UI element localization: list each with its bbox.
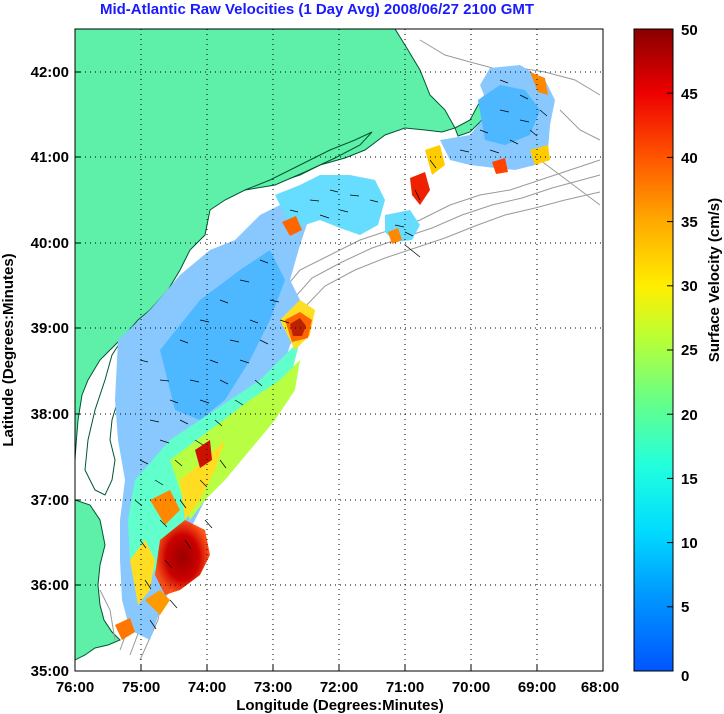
lat-tick-label: 37:00 bbox=[31, 492, 69, 509]
colorbar-tick-label: 50 bbox=[681, 22, 698, 39]
lat-tick-label: 35:00 bbox=[31, 663, 69, 680]
colorbar-tick-label: 10 bbox=[681, 535, 698, 552]
lon-tick-label: 71:00 bbox=[386, 679, 424, 696]
lon-tick-label: 76:00 bbox=[56, 679, 94, 696]
colorbar-ticks bbox=[667, 92, 673, 608]
lat-tick-label: 40:00 bbox=[31, 235, 69, 252]
land-mainland bbox=[75, 29, 456, 461]
colorbar-tick-label: 5 bbox=[681, 599, 689, 616]
lon-tick-label: 70:00 bbox=[452, 679, 490, 696]
lon-tick-label: 68:00 bbox=[581, 679, 619, 696]
colorbar-tick-label: 35 bbox=[681, 214, 698, 231]
velocity-field bbox=[115, 65, 555, 640]
lon-tick-label: 72:00 bbox=[320, 679, 358, 696]
lon-tick-label: 69:00 bbox=[518, 679, 556, 696]
lon-tick-label: 73:00 bbox=[254, 679, 292, 696]
map-grid bbox=[75, 29, 603, 671]
lon-tick-label: 74:00 bbox=[188, 679, 226, 696]
tick-marks bbox=[75, 71, 538, 671]
colorbar-tick-label: 30 bbox=[681, 278, 698, 295]
x-axis-label: Longitude (Degrees:Minutes) bbox=[236, 697, 444, 714]
lon-tick-label: 75:00 bbox=[122, 679, 160, 696]
lat-tick-label: 38:00 bbox=[31, 406, 69, 423]
land-long-island bbox=[244, 131, 373, 191]
colorbar-tick-label: 40 bbox=[681, 150, 698, 167]
colorbar-tick-label: 25 bbox=[681, 342, 698, 359]
y-axis-label: Latitude (Degrees:Minutes) bbox=[0, 253, 17, 446]
colorbar-tick-label: 15 bbox=[681, 471, 698, 488]
map-title: Mid-Atlantic Raw Velocities (1 Day Avg) … bbox=[99, 1, 535, 18]
land-southern-coast bbox=[75, 499, 121, 661]
velocity-vectors bbox=[134, 79, 548, 630]
colorbar bbox=[633, 28, 674, 672]
lat-tick-label: 39:00 bbox=[31, 320, 69, 337]
lat-tick-label: 42:00 bbox=[31, 64, 69, 81]
colorbar-label: Surface Velocity (cm/s) bbox=[706, 198, 723, 362]
lat-tick-label: 41:00 bbox=[31, 149, 69, 166]
colorbar-tick-label: 0 bbox=[681, 668, 689, 685]
colorbar-tick-label: 45 bbox=[681, 86, 698, 103]
lat-tick-label: 36:00 bbox=[31, 577, 69, 594]
colorbar-tick-label: 20 bbox=[681, 407, 698, 424]
